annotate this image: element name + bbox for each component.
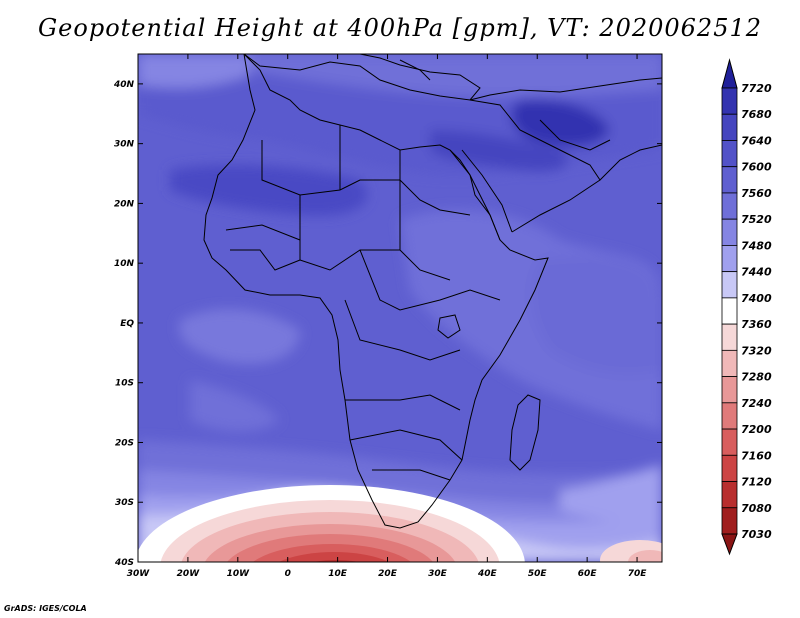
y-tick-label: 10S bbox=[115, 379, 134, 389]
colorbar-label: 7030 bbox=[741, 528, 772, 541]
colorbar-label: 7520 bbox=[741, 213, 772, 226]
colorbar-segment bbox=[721, 271, 738, 299]
colorbar-segment bbox=[721, 481, 738, 509]
colorbar-label: 7120 bbox=[741, 476, 772, 489]
colorbar-segment bbox=[721, 428, 738, 456]
colorbar-bottom-arrow bbox=[721, 533, 738, 556]
x-tick-label: 20E bbox=[378, 569, 398, 579]
x-axis: 30W 20W 10W 0 10E 20E 30E 40E 50E 60E 70E bbox=[127, 54, 647, 579]
colorbar-segment bbox=[721, 297, 738, 325]
y-axis: 40N 30N 20N 10N EQ 10S 20S 30S 40S bbox=[113, 80, 662, 568]
y-tick-label: 10N bbox=[114, 259, 135, 269]
colorbar-label: 7680 bbox=[741, 108, 772, 121]
y-tick-label: 30N bbox=[114, 140, 135, 150]
x-tick-label: 30W bbox=[127, 569, 151, 579]
colorbar-segment bbox=[721, 376, 738, 404]
x-tick-label: 20W bbox=[177, 569, 201, 579]
colorbar-label: 7640 bbox=[741, 134, 772, 147]
colorbar-segment bbox=[721, 140, 738, 168]
colorbar-segment bbox=[721, 192, 738, 220]
x-tick-label: 50E bbox=[528, 569, 548, 579]
colorbar-label: 7160 bbox=[741, 449, 772, 462]
colorbar-segment bbox=[721, 349, 738, 377]
colorbar: 7720 7680 7640 7600 7560 7520 7480 7440 7400 7360… bbox=[721, 58, 772, 556]
colorbar-segment bbox=[721, 402, 738, 430]
x-tick-label: 60E bbox=[578, 569, 598, 579]
x-tick-label: 0 bbox=[285, 569, 291, 579]
colorbar-label: 7720 bbox=[741, 82, 772, 95]
x-tick-label: 10E bbox=[328, 569, 348, 579]
y-tick-label: EQ bbox=[120, 319, 134, 329]
colorbar-label: 7600 bbox=[741, 161, 772, 174]
plot-frame bbox=[137, 53, 663, 563]
x-tick-label: 30E bbox=[428, 569, 448, 579]
colorbar-top-arrow bbox=[721, 58, 738, 89]
colorbar-segment bbox=[721, 245, 738, 273]
x-tick-label: 10W bbox=[227, 569, 251, 579]
colorbar-label: 7480 bbox=[741, 239, 772, 252]
colorbar-segment bbox=[721, 166, 738, 194]
x-tick-label: 40E bbox=[477, 569, 498, 579]
colorbar-segment bbox=[721, 507, 738, 535]
height-field bbox=[138, 54, 662, 562]
colorbar-label: 7440 bbox=[741, 266, 772, 279]
y-tick-label: 40S bbox=[114, 558, 134, 568]
colorbar-label: 7240 bbox=[741, 397, 772, 410]
colorbar-segment bbox=[721, 87, 738, 115]
colorbar-segment bbox=[721, 454, 738, 482]
colorbar-segment bbox=[721, 323, 738, 351]
colorbar-segment bbox=[721, 113, 738, 141]
y-tick-label: 20N bbox=[114, 199, 135, 209]
colorbar-label: 7560 bbox=[741, 187, 772, 200]
credit-text: GrADS: IGES/COLA bbox=[4, 604, 87, 613]
y-tick-label: 30S bbox=[115, 498, 134, 508]
coastlines bbox=[203, 54, 662, 529]
colorbar-segment bbox=[721, 218, 738, 246]
colorbar-label: 7360 bbox=[741, 318, 772, 331]
y-tick-label: 40N bbox=[113, 80, 135, 90]
colorbar-label: 7200 bbox=[741, 423, 772, 436]
colorbar-label: 7400 bbox=[741, 292, 772, 305]
colorbar-label: 7280 bbox=[741, 371, 772, 384]
colorbar-label: 7320 bbox=[741, 344, 772, 357]
colorbar-label: 7080 bbox=[741, 502, 772, 515]
map-title: Geopotential Height at 400hPa [gpm], VT:… bbox=[38, 14, 762, 42]
y-tick-label: 20S bbox=[115, 438, 134, 448]
x-tick-label: 70E bbox=[628, 569, 648, 579]
